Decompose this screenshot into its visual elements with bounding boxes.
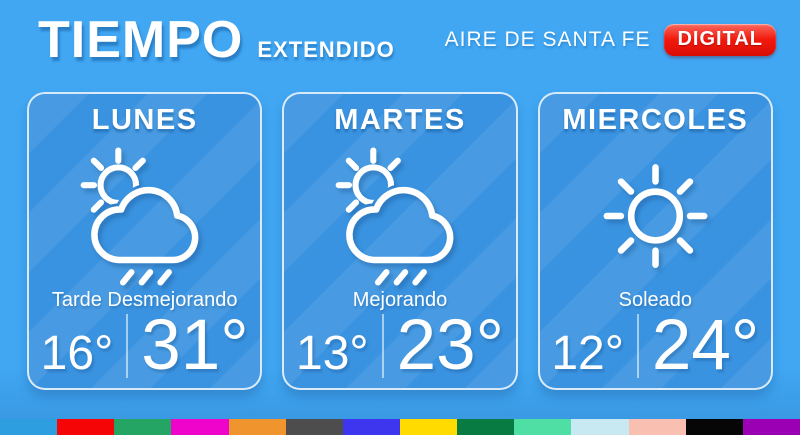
temperature-row: 13° 23° — [296, 306, 504, 385]
day-label: MIERCOLES — [562, 104, 749, 136]
color-stripe-segment — [399, 419, 458, 435]
color-stripe-segment — [171, 419, 229, 435]
color-stripe-segment — [0, 419, 58, 435]
sun-cloud-rain-icon — [334, 144, 465, 289]
sun-icon — [590, 144, 721, 289]
page-subtitle: EXTENDIDO — [257, 37, 395, 62]
temp-separator — [381, 313, 384, 378]
color-stripe-segment — [342, 419, 400, 435]
color-stripe-segment — [285, 419, 343, 435]
color-stripe-segment — [228, 419, 286, 435]
temperature-row: 12° 24° — [551, 306, 760, 385]
condition-label: Mejorando — [352, 289, 448, 311]
brand-name: AIRE DE SANTA FE — [444, 28, 651, 51]
color-stripe-segment — [685, 419, 743, 435]
color-stripe-segment — [57, 419, 115, 435]
temperature-row: 16° 31° — [40, 306, 249, 385]
day-label: LUNES — [91, 104, 198, 136]
forecast-card-martes: MARTES — [282, 92, 518, 390]
color-stripe-segment — [114, 419, 172, 435]
temp-min: 16° — [40, 327, 114, 380]
color-stripe-segment — [571, 419, 629, 435]
brand: AIRE DE SANTA FE DIGITAL — [445, 24, 776, 56]
digital-badge: DIGITAL — [664, 24, 776, 56]
header: TIEMPO EXTENDIDO AIRE DE SANTA FE DIGITA… — [0, 0, 800, 88]
color-stripe — [0, 419, 800, 435]
temp-separator — [126, 313, 129, 378]
logo: TIEMPO EXTENDIDO — [38, 14, 395, 66]
color-stripe-segment — [514, 419, 572, 435]
temp-min: 13° — [296, 327, 369, 380]
temp-max: 23° — [396, 306, 504, 385]
forecast-cards: LUNES — [0, 88, 800, 390]
color-stripe-segment — [742, 419, 800, 435]
temp-min: 12° — [551, 327, 624, 380]
temp-max: 31° — [141, 306, 249, 385]
temp-separator — [636, 313, 639, 378]
forecast-card-miercoles: MIERCOLES Solead — [537, 92, 773, 390]
condition-label: Soleado — [618, 289, 693, 311]
forecast-card-lunes: LUNES — [27, 92, 263, 390]
day-label: MARTES — [334, 104, 466, 136]
page-title: TIEMPO — [38, 11, 244, 69]
color-stripe-segment — [457, 419, 515, 435]
color-stripe-segment — [628, 419, 686, 435]
condition-label: Tarde Desmejorando — [51, 289, 238, 311]
temp-max: 24° — [651, 306, 760, 385]
sun-cloud-rain-icon — [79, 144, 210, 289]
